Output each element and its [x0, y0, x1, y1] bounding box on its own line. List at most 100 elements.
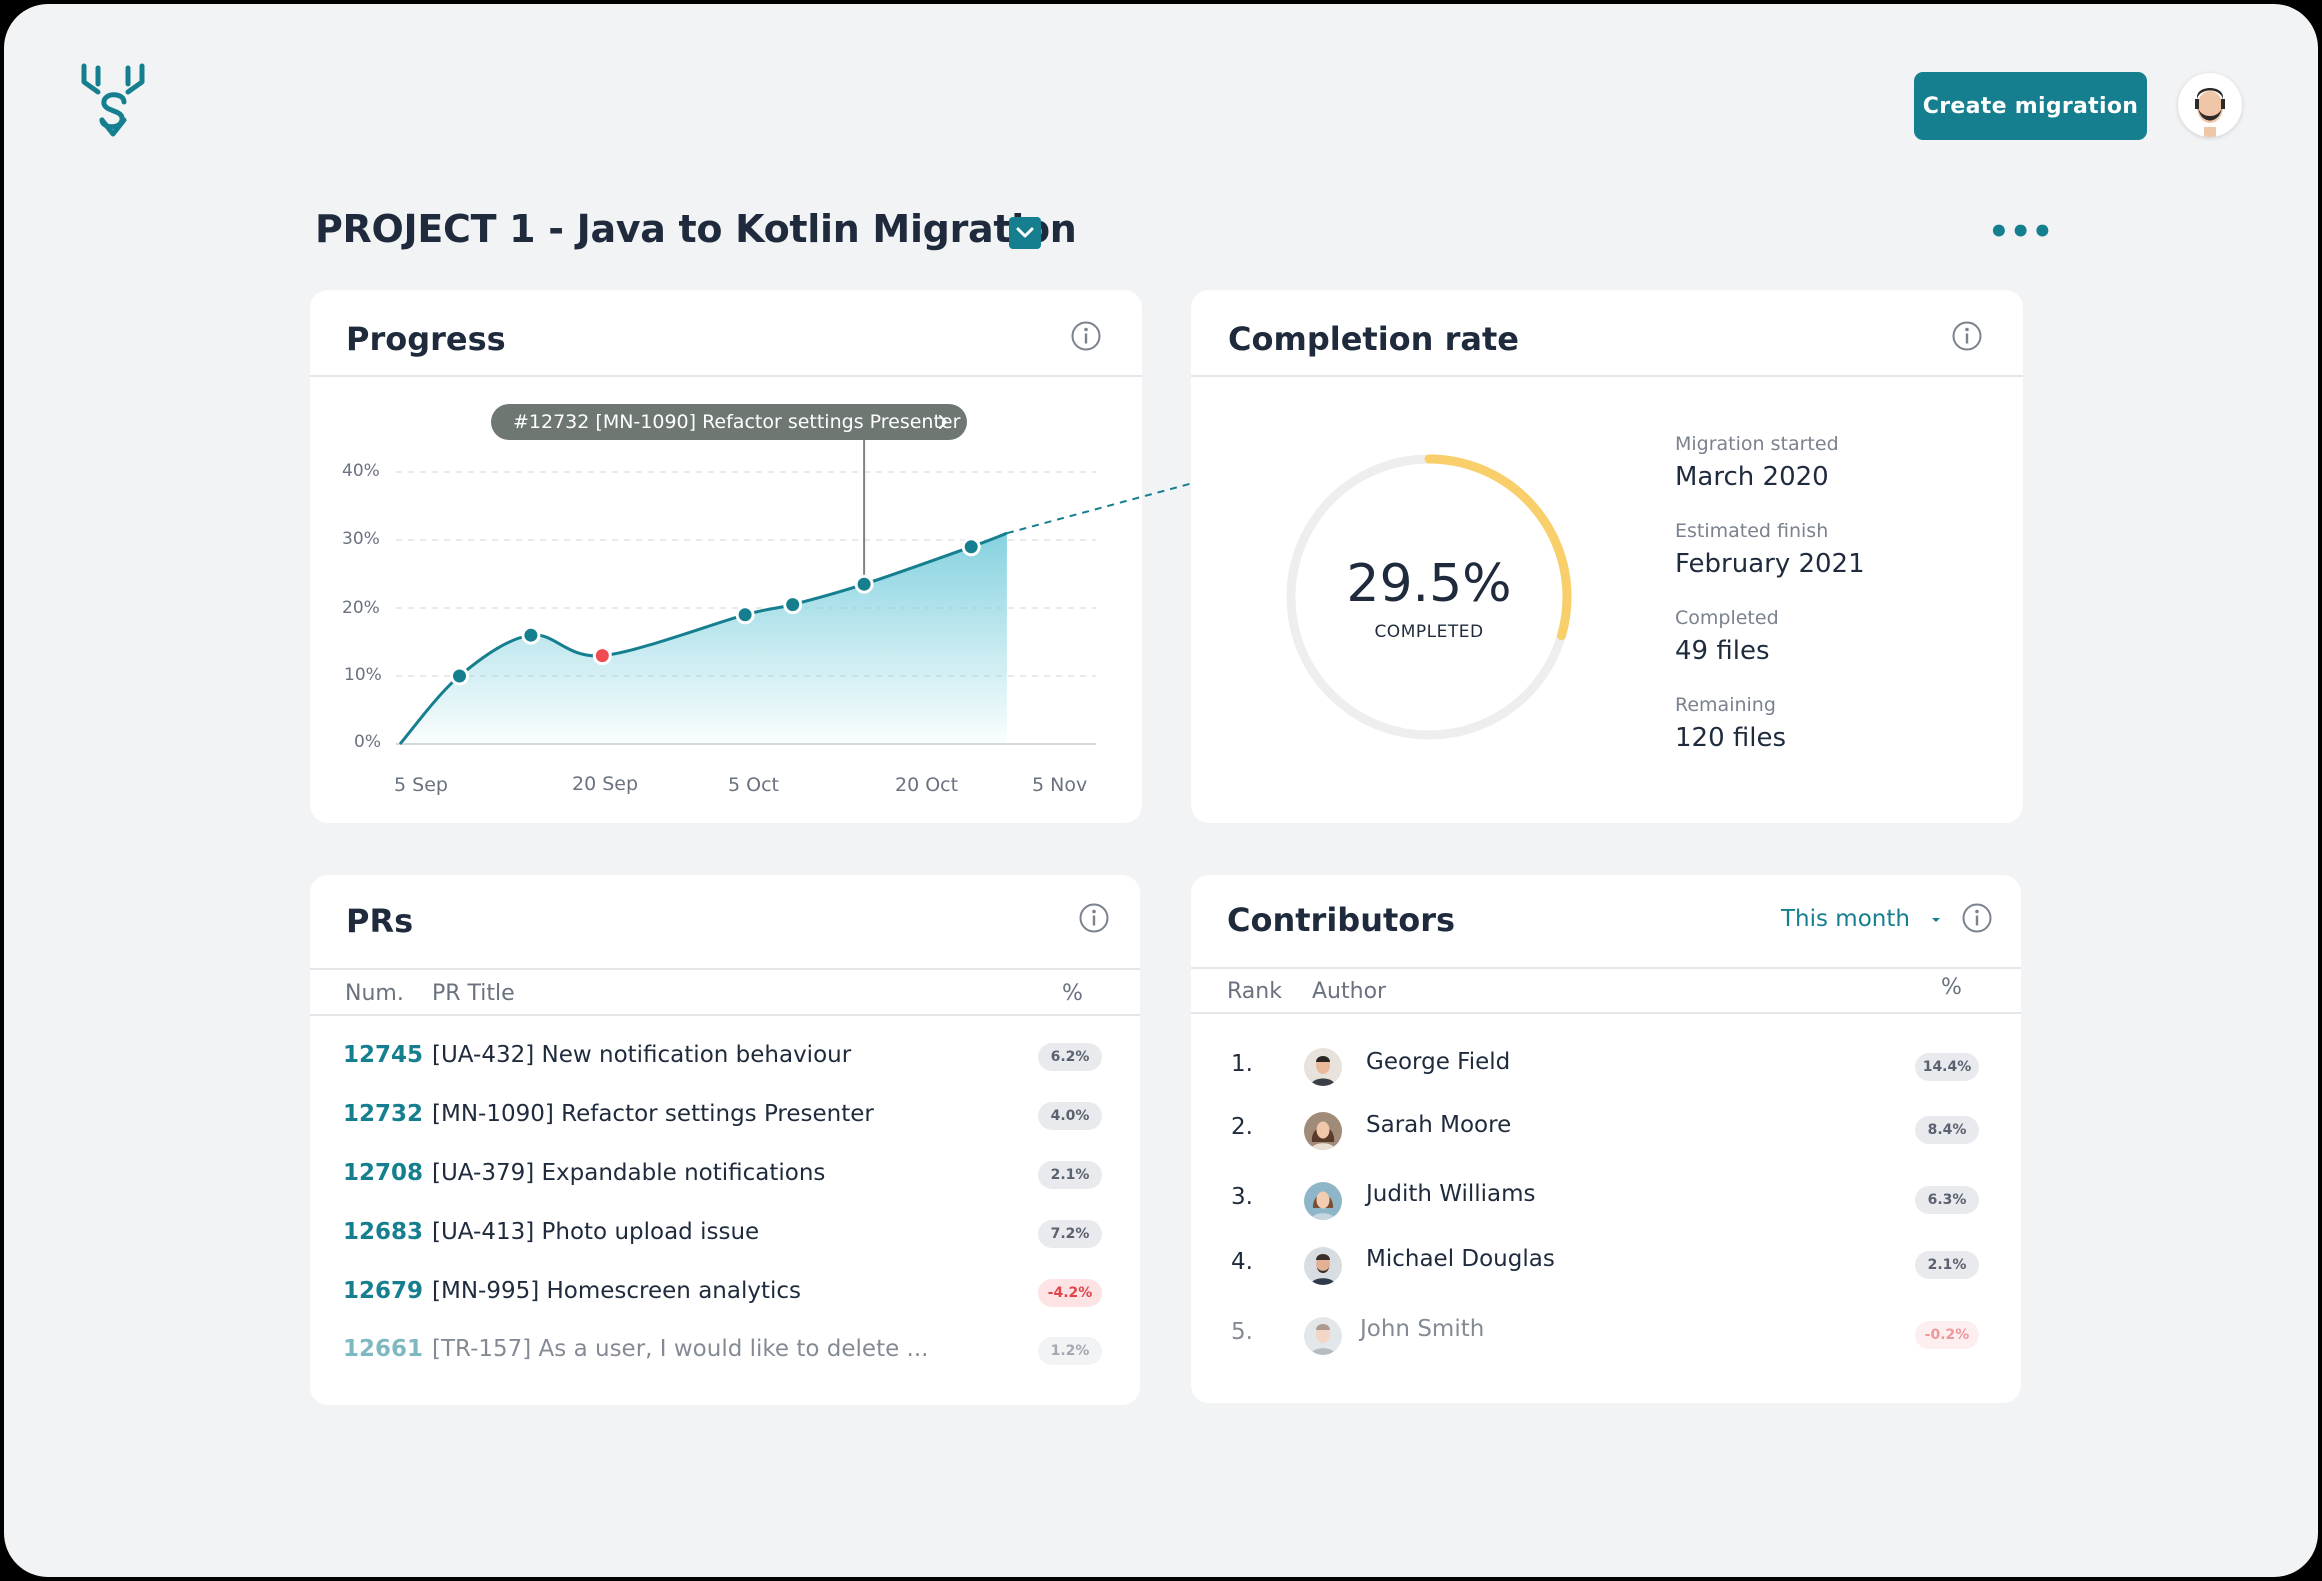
column-header-title[interactable]: PR Title — [432, 981, 515, 1006]
y-tick-label: 0% — [354, 732, 381, 752]
tooltip-text: #12732 [MN-1090] Refactor settings Prese… — [513, 411, 961, 433]
projection-line — [1006, 474, 1222, 535]
data-point — [961, 537, 981, 557]
pr-number[interactable]: 12745 — [343, 1042, 424, 1068]
contributor-percent-badge: 14.4% — [1915, 1053, 1979, 1081]
deer-antler-logo-icon[interactable] — [78, 62, 148, 138]
stat-value: February 2021 — [1675, 549, 1865, 579]
data-point — [783, 595, 803, 615]
prs-card: PRs Num. PR Title % 12745 [UA-432] New n… — [310, 875, 1140, 1405]
info-icon[interactable] — [1070, 320, 1102, 352]
pr-title[interactable]: [TR-157] As a user, I would like to dele… — [432, 1336, 929, 1362]
prs-title: PRs — [346, 902, 414, 940]
period-dropdown-label: This month — [1781, 906, 1910, 932]
pr-percent-badge: 7.2% — [1038, 1220, 1102, 1248]
app-window: Create migration PROJECT 1 - Java to Kot… — [4, 4, 2318, 1577]
data-point — [854, 574, 874, 594]
highlighted-data-point — [592, 646, 612, 666]
user-avatar-icon[interactable] — [2178, 73, 2242, 137]
divider — [310, 968, 1140, 970]
x-tick-label: 20 Oct — [895, 774, 959, 796]
progress-line — [398, 531, 1008, 745]
progress-title: Progress — [346, 320, 506, 358]
divider — [1191, 1012, 2021, 1014]
progress-chart — [396, 440, 1222, 745]
pr-number[interactable]: 12732 — [343, 1101, 424, 1127]
pr-percent-badge: 4.0% — [1038, 1102, 1102, 1130]
y-tick-label: 20% — [342, 598, 380, 618]
pr-number[interactable]: 12708 — [343, 1160, 424, 1186]
contributor-rank: 5. — [1231, 1319, 1253, 1345]
column-header-rank[interactable]: Rank — [1227, 979, 1282, 1004]
pr-percent-badge: 6.2% — [1038, 1043, 1102, 1071]
x-tick-label: 20 Sep — [572, 773, 639, 795]
info-icon[interactable] — [1961, 902, 1993, 934]
stat-value: March 2020 — [1675, 462, 1829, 492]
contributor-percent-badge: 8.4% — [1915, 1116, 1979, 1144]
stat-label: Completed — [1675, 607, 1779, 629]
contributors-title: Contributors — [1227, 901, 1456, 939]
contributor-name[interactable]: Sarah Moore — [1366, 1112, 1512, 1138]
stat-label: Migration started — [1675, 433, 1839, 455]
divider — [1191, 375, 2023, 377]
info-icon[interactable] — [1951, 320, 1983, 352]
contributor-rank: 4. — [1231, 1249, 1253, 1275]
x-tick-label: 5 Nov — [1032, 774, 1088, 796]
contributor-rank: 3. — [1231, 1184, 1253, 1210]
divider — [310, 1014, 1140, 1016]
progress-area — [400, 533, 1007, 744]
caret-down-icon — [1932, 917, 1941, 922]
contributor-name[interactable]: George Field — [1366, 1049, 1511, 1075]
contributor-name[interactable]: John Smith — [1360, 1316, 1485, 1342]
column-header-author[interactable]: Author — [1312, 979, 1387, 1004]
chart-tooltip[interactable]: #12732 [MN-1090] Refactor settings Prese… — [491, 404, 967, 440]
avatar[interactable] — [1304, 1182, 1342, 1220]
y-tick-label: 10% — [344, 665, 382, 685]
column-header-pct[interactable]: % — [1941, 975, 1962, 1000]
contributor-percent-badge: 6.3% — [1915, 1186, 1979, 1214]
pr-number[interactable]: 12683 — [343, 1219, 424, 1245]
pr-title[interactable]: [MN-995] Homescreen analytics — [432, 1278, 801, 1304]
info-icon[interactable] — [1078, 902, 1110, 934]
pr-number[interactable]: 12661 — [343, 1336, 424, 1362]
column-header-num[interactable]: Num. — [345, 981, 404, 1006]
avatar[interactable] — [1304, 1247, 1342, 1285]
completion-card: Completion rate — [1191, 290, 2023, 823]
y-tick-label: 30% — [342, 529, 380, 549]
divider — [310, 375, 1142, 377]
completion-ring — [1286, 454, 1572, 740]
pr-percent-badge: -4.2% — [1038, 1279, 1102, 1307]
data-point — [735, 605, 755, 625]
pr-title[interactable]: [UA-379] Expandable notifications — [432, 1160, 826, 1186]
pr-number[interactable]: 12679 — [343, 1278, 424, 1304]
stat-label: Remaining — [1675, 694, 1776, 716]
completion-sub-label: COMPLETED — [1374, 622, 1484, 642]
pr-title[interactable]: [UA-432] New notification behaviour — [432, 1042, 852, 1068]
divider — [1191, 967, 2021, 969]
stat-value: 49 files — [1675, 636, 1770, 666]
stat-label: Estimated finish — [1675, 520, 1829, 542]
x-tick-label: 5 Oct — [728, 774, 779, 796]
contributor-percent-badge: 2.1% — [1915, 1251, 1979, 1279]
period-dropdown[interactable]: This month — [1781, 906, 1943, 932]
chevron-right-icon — [939, 415, 947, 429]
avatar[interactable] — [1304, 1048, 1342, 1086]
chevron-down-icon — [1016, 227, 1034, 238]
pr-title[interactable]: [UA-413] Photo upload issue — [432, 1219, 760, 1245]
avatar[interactable] — [1304, 1317, 1342, 1355]
pr-title[interactable]: [MN-1090] Refactor settings Presenter — [432, 1101, 874, 1127]
avatar[interactable] — [1304, 1112, 1342, 1150]
contributor-rank: 2. — [1231, 1114, 1253, 1140]
project-dropdown-toggle[interactable] — [1009, 217, 1041, 249]
completion-percent: 29.5% — [1346, 554, 1512, 614]
completion-title: Completion rate — [1228, 320, 1519, 358]
contributor-rank: 1. — [1231, 1051, 1253, 1077]
pr-percent-badge: 2.1% — [1038, 1161, 1102, 1189]
y-tick-label: 40% — [342, 461, 380, 481]
create-migration-button[interactable]: Create migration — [1914, 72, 2147, 140]
stat-value: 120 files — [1675, 723, 1787, 753]
contributor-name[interactable]: Michael Douglas — [1366, 1246, 1555, 1272]
column-header-pct[interactable]: % — [1062, 981, 1083, 1006]
data-point — [450, 666, 469, 686]
contributor-name[interactable]: Judith Williams — [1366, 1181, 1536, 1207]
